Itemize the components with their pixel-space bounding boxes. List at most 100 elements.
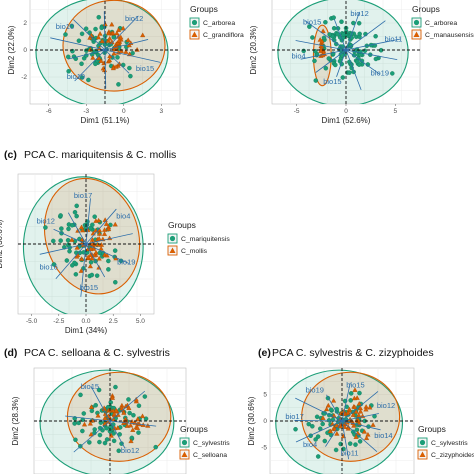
vector-label: bio19 (306, 385, 324, 394)
point-group1 (353, 442, 358, 447)
point-group1 (69, 23, 75, 29)
loading-arrow (295, 40, 347, 51)
point-group1 (373, 34, 378, 39)
legend-label: C_manausensis (425, 32, 474, 39)
point-group1 (88, 225, 93, 231)
point-group1 (51, 238, 56, 244)
loading-arrow (73, 420, 111, 453)
point-group2 (81, 421, 88, 427)
vector-label: bio19 (117, 257, 135, 266)
point-group1 (70, 263, 75, 268)
point-group1 (108, 425, 113, 430)
point-group1 (79, 61, 84, 67)
point-group1 (323, 20, 328, 25)
point-group1 (104, 425, 109, 431)
point-group2 (93, 249, 99, 255)
point-group1 (331, 15, 336, 20)
loading-arrow (85, 243, 130, 265)
loading-arrow (345, 38, 401, 51)
pca-panel-5: bio15 bio12 bio14 bio11 bio4 bio17 bio19 5 0 -5 Di… (247, 347, 474, 474)
point-group2 (119, 405, 125, 411)
legend-marker (191, 19, 198, 26)
loading-arrow (55, 243, 87, 280)
point-group1 (89, 408, 95, 414)
point-group1 (80, 428, 85, 434)
point-group1 (320, 421, 325, 427)
point-group1 (81, 411, 87, 416)
x-tick-label: 5 (394, 108, 398, 115)
loading-arrow (104, 39, 149, 51)
vector-label: bio15 (303, 17, 321, 26)
point-group1 (116, 448, 121, 454)
point-group2 (367, 404, 373, 410)
x-tick-label: 2.5 (109, 318, 118, 325)
point-group1 (97, 439, 102, 445)
vector-label: bio12 (125, 14, 143, 23)
point-group1 (357, 439, 363, 444)
point-group2 (85, 254, 91, 260)
point-group2 (98, 242, 105, 247)
point-group2 (116, 38, 122, 43)
legend-title: Groups (180, 424, 208, 434)
point-group1 (127, 65, 132, 71)
y-axis-title: Dim2 (20.3%) (249, 25, 258, 74)
point-group2 (353, 409, 359, 414)
legend-marker (181, 451, 188, 457)
point-group1 (113, 280, 118, 285)
point-group1 (72, 421, 77, 426)
x-tick-label: 0.0 (81, 318, 90, 325)
point-group1 (321, 35, 327, 41)
point-group1 (97, 432, 103, 438)
point-group2 (105, 38, 111, 43)
point-group2 (95, 34, 102, 40)
point-group2 (364, 435, 370, 440)
point-group2 (95, 413, 101, 418)
point-group2 (331, 398, 337, 403)
loading-arrow (336, 49, 347, 77)
loading-arrow (104, 49, 107, 89)
point-group1 (69, 223, 75, 228)
point-group1 (326, 56, 332, 61)
point-group1 (72, 210, 78, 215)
x-axis-title: Dim1 (51.1%) (81, 116, 130, 125)
point-group2 (318, 48, 324, 53)
point-group1 (333, 62, 338, 68)
point-group2 (114, 30, 120, 36)
point-group1 (348, 398, 353, 403)
point-group2 (112, 221, 118, 227)
loading-arrow (341, 413, 379, 422)
point-group2 (130, 427, 136, 432)
point-group1 (115, 55, 120, 60)
point-group1 (130, 50, 135, 56)
point-group2 (110, 30, 116, 35)
point-group2 (85, 227, 91, 232)
pca-panel-1: bio19 bio10 bio12 bio15 -6 -3 0 3 2 0 -2 Dim1 (51.1… (7, 0, 244, 125)
point-group1 (341, 32, 346, 37)
vector-label: bio11 (385, 34, 403, 43)
point-group2 (140, 32, 146, 38)
point-group2 (123, 49, 129, 54)
panel-title: PCA C. sylvestris & C. zizyphoides (272, 347, 434, 359)
legend-marker (191, 31, 198, 37)
loading-arrow (104, 49, 161, 63)
loading-arrow (73, 19, 106, 51)
legend-label: C_mariquitensis (181, 236, 230, 243)
legend-label: C_selloana (193, 452, 227, 459)
loading-arrow (341, 382, 351, 422)
point-group1 (315, 434, 321, 439)
point-group1 (94, 273, 100, 278)
point-group2 (80, 227, 86, 233)
vector-label: bio19 (371, 69, 389, 78)
vector-label: bio12 (37, 217, 55, 226)
y-tick-label: -5 (261, 445, 267, 452)
point-group1 (116, 82, 121, 87)
point-group2 (111, 50, 117, 56)
panel-tag: (e) (258, 347, 271, 359)
point-group2 (106, 226, 112, 232)
point-group2 (113, 64, 119, 69)
loading-arrow (85, 198, 91, 245)
vector-label: bio4 (303, 440, 317, 449)
loading-arrow (341, 420, 378, 452)
point-group1 (390, 71, 395, 76)
